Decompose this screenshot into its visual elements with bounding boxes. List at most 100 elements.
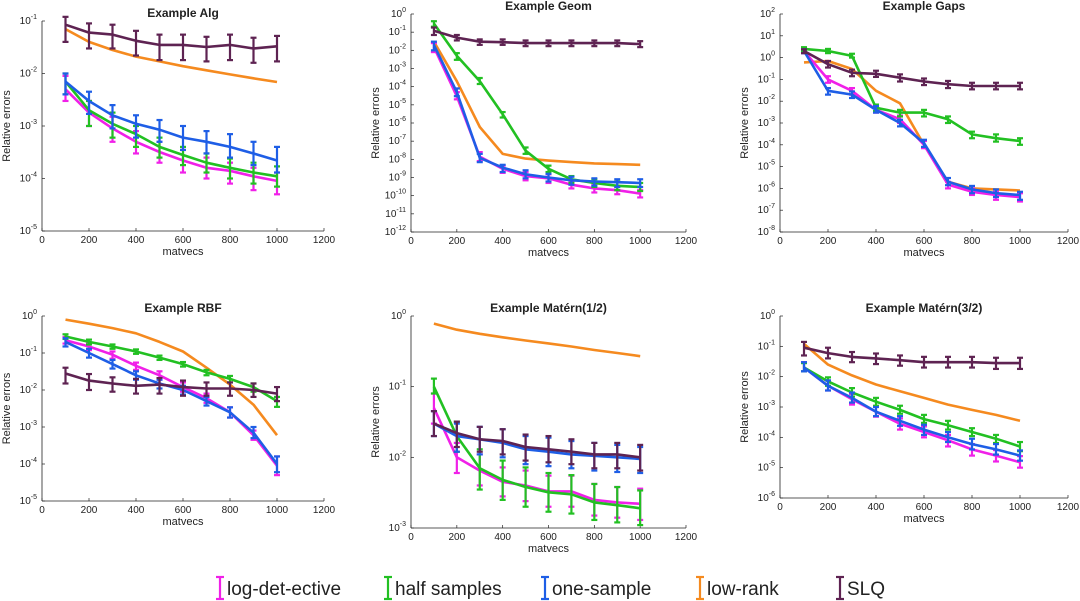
y-tick-label: 10-1 bbox=[389, 25, 406, 38]
chart-title: Example Geom bbox=[505, 0, 592, 13]
legend-item-one-sample: one-sample bbox=[541, 575, 651, 601]
x-tick-label: 1000 bbox=[629, 236, 652, 247]
series-line bbox=[64, 88, 278, 183]
legend-label: half samples bbox=[395, 579, 502, 600]
series-line bbox=[803, 366, 1021, 448]
series-line bbox=[433, 322, 641, 358]
series-line bbox=[65, 23, 278, 50]
x-axis-label: matvecs bbox=[904, 247, 945, 259]
chart-panel-6: 0 200 400 600 800 1000 1200 10-6 10-5 10-4 10-3 10-… bbox=[739, 301, 1080, 525]
series-line bbox=[803, 49, 1020, 88]
x-tick-label: 800 bbox=[586, 236, 603, 247]
series-line bbox=[65, 339, 279, 467]
chart-panel-4: 0 200 400 600 800 1000 1200 10-5 10-4 10-3 10-2 10-… bbox=[1, 301, 336, 528]
x-tick-label: 0 bbox=[777, 502, 783, 513]
y-tick-label: 10-7 bbox=[389, 134, 406, 147]
x-tick-label: 1200 bbox=[313, 505, 336, 516]
series-line bbox=[803, 342, 1021, 423]
series-low-rank bbox=[64, 27, 278, 84]
series-one-sample bbox=[62, 72, 280, 174]
series-low-rank bbox=[65, 318, 279, 436]
x-tick-label: 800 bbox=[222, 235, 239, 246]
legend-label: SLQ bbox=[847, 579, 885, 600]
series-line bbox=[802, 50, 1021, 197]
x-tick-label: 0 bbox=[39, 505, 45, 516]
y-tick-label: 10-2 bbox=[758, 94, 775, 107]
series-SLQ bbox=[801, 340, 1023, 371]
y-tick-label: 10-6 bbox=[758, 181, 775, 194]
series-line bbox=[432, 46, 641, 195]
series-line bbox=[432, 22, 641, 189]
y-tick-label: 10-5 bbox=[20, 494, 37, 507]
series-line bbox=[65, 318, 279, 436]
series-SLQ bbox=[801, 48, 1023, 91]
x-tick-label: 200 bbox=[448, 236, 465, 247]
y-tick-label: 10-2 bbox=[389, 450, 406, 463]
x-tick-label: 400 bbox=[494, 532, 511, 543]
legend-item-half-samples: half samples bbox=[384, 575, 502, 601]
y-tick-label: 10-3 bbox=[389, 62, 406, 75]
x-tick-label: 600 bbox=[540, 236, 557, 247]
y-tick-label: 101 bbox=[760, 29, 775, 42]
chart-title: Example Matérn(1/2) bbox=[490, 301, 607, 315]
x-tick-label: 400 bbox=[868, 236, 885, 247]
series-line bbox=[433, 422, 641, 461]
y-tick-label: 10-5 bbox=[758, 461, 775, 474]
y-tick-label: 10-3 bbox=[20, 420, 37, 433]
series-line bbox=[65, 372, 278, 395]
series-half-samples bbox=[801, 362, 1023, 453]
series-line bbox=[432, 41, 641, 167]
y-axis-label: Relative errors bbox=[370, 386, 382, 458]
y-tick-label: 10-5 bbox=[758, 160, 775, 173]
chart-panel-3: 0 200 400 600 800 1000 1200 10-8 10-7 10-6 10-5 10-… bbox=[739, 0, 1080, 259]
y-tick-label: 10-11 bbox=[385, 207, 406, 220]
x-tick-label: 800 bbox=[964, 502, 981, 513]
x-tick-label: 1000 bbox=[1009, 236, 1032, 247]
series-line bbox=[433, 422, 641, 459]
x-tick-label: 1200 bbox=[675, 236, 698, 247]
series-SLQ bbox=[62, 15, 280, 64]
x-tick-label: 200 bbox=[820, 236, 837, 247]
x-tick-label: 600 bbox=[175, 235, 192, 246]
y-tick-label: 10-5 bbox=[389, 98, 406, 111]
x-tick-label: 0 bbox=[408, 532, 414, 543]
x-axis-label: matvecs bbox=[528, 543, 569, 555]
x-tick-label: 600 bbox=[916, 236, 933, 247]
y-tick-label: 100 bbox=[391, 7, 406, 20]
x-tick-label: 800 bbox=[964, 236, 981, 247]
y-tick-label: 100 bbox=[22, 309, 37, 322]
series-low-rank bbox=[803, 342, 1021, 423]
series-one-sample bbox=[430, 40, 644, 189]
series-line bbox=[803, 346, 1020, 365]
y-axis-label: Relative errors bbox=[1, 372, 13, 444]
series-SLQ bbox=[430, 26, 644, 49]
series-half-samples bbox=[801, 46, 1023, 146]
y-tick-label: 10-4 bbox=[20, 172, 37, 185]
series-line bbox=[64, 80, 278, 178]
x-tick-label: 200 bbox=[81, 235, 98, 246]
series-half-samples bbox=[62, 72, 280, 188]
series-log-det-ective bbox=[430, 42, 644, 199]
y-tick-label: 10-4 bbox=[758, 430, 775, 443]
legend-label: low-rank bbox=[707, 579, 779, 600]
x-tick-label: 1200 bbox=[313, 235, 336, 246]
y-axis-label: Relative errors bbox=[1, 90, 13, 162]
series-low-rank bbox=[433, 322, 641, 358]
x-tick-label: 1000 bbox=[1009, 502, 1032, 513]
y-tick-label: 100 bbox=[391, 309, 406, 322]
series-one-sample bbox=[62, 337, 280, 474]
x-tick-label: 600 bbox=[540, 532, 557, 543]
y-tick-label: 10-2 bbox=[758, 370, 775, 383]
legend-item-SLQ: SLQ bbox=[836, 575, 885, 601]
x-tick-label: 1000 bbox=[629, 532, 652, 543]
y-tick-label: 100 bbox=[760, 51, 775, 64]
legend-item-low-rank: low-rank bbox=[696, 575, 779, 601]
x-tick-label: 200 bbox=[820, 502, 837, 513]
series-line bbox=[64, 80, 278, 162]
chart-panel-5: 0 200 400 600 800 1000 1200 10-3 10-2 10-1 100 Exam… bbox=[370, 301, 698, 555]
series-line bbox=[432, 386, 641, 510]
chart-panel-1: 0 200 400 600 800 1000 1200 10-5 10-4 10-3 10-2 10-… bbox=[1, 6, 336, 258]
y-tick-label: 10-1 bbox=[20, 14, 37, 27]
x-tick-label: 800 bbox=[222, 505, 239, 516]
